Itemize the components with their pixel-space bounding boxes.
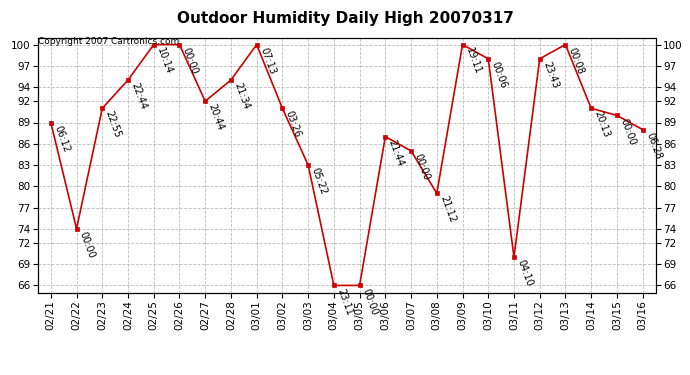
- Text: 20:13: 20:13: [593, 110, 611, 140]
- Text: 00:00: 00:00: [361, 287, 380, 316]
- Text: 05:22: 05:22: [310, 166, 328, 196]
- Text: 00:00: 00:00: [181, 46, 199, 75]
- Text: 20:44: 20:44: [206, 103, 226, 132]
- Text: 23:43: 23:43: [541, 60, 560, 90]
- Text: 19:11: 19:11: [464, 46, 483, 75]
- Text: 07:13: 07:13: [258, 46, 277, 76]
- Text: 06:12: 06:12: [52, 124, 71, 153]
- Text: 06:28: 06:28: [644, 131, 663, 160]
- Text: 23:11: 23:11: [335, 287, 354, 316]
- Text: 21:34: 21:34: [233, 81, 251, 111]
- Text: 22:55: 22:55: [104, 110, 123, 140]
- Text: Outdoor Humidity Daily High 20070317: Outdoor Humidity Daily High 20070317: [177, 11, 513, 26]
- Text: 04:10: 04:10: [515, 258, 534, 288]
- Text: 21:44: 21:44: [386, 138, 406, 168]
- Text: 00:08: 00:08: [566, 46, 586, 75]
- Text: 22:44: 22:44: [130, 81, 148, 111]
- Text: 10:14: 10:14: [155, 46, 174, 75]
- Text: Copyright 2007 Cartronics.com: Copyright 2007 Cartronics.com: [38, 38, 179, 46]
- Text: 00:00: 00:00: [413, 152, 431, 182]
- Text: 21:12: 21:12: [438, 195, 457, 225]
- Text: 00:00: 00:00: [618, 117, 637, 146]
- Text: 03:26: 03:26: [284, 110, 303, 140]
- Text: 00:00: 00:00: [78, 230, 97, 260]
- Text: 00:06: 00:06: [490, 60, 509, 90]
